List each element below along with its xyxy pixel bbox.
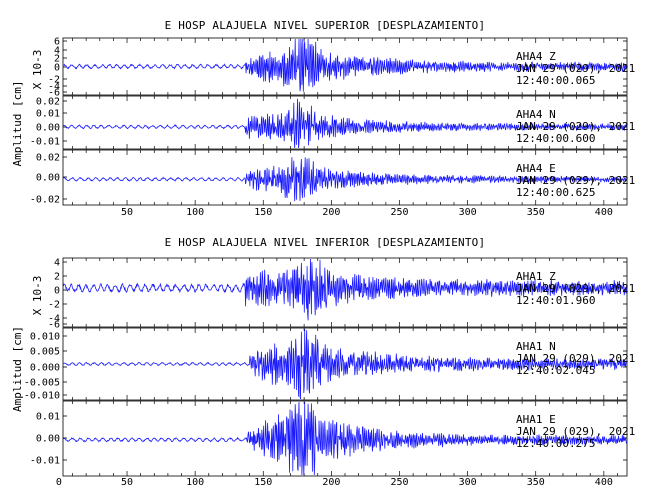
waveform-trace <box>62 157 627 202</box>
y-scale-label: X 10-3 <box>31 276 44 316</box>
y-tick-label: 2 <box>54 272 60 283</box>
y-tick-label: -0.01 <box>30 456 60 467</box>
y-tick-label: 0.000 <box>30 363 60 374</box>
y-tick-label: 0 <box>54 286 60 297</box>
y-tick-label: -2 <box>48 300 60 311</box>
x-tick-label: 50 <box>121 207 133 218</box>
trace-time-label: 12:40:00.275 <box>516 437 595 450</box>
y-tick-label: -4 <box>48 314 60 325</box>
waveform-trace <box>63 258 627 321</box>
y-tick-label: 6 <box>54 37 60 48</box>
y-tick-label: 0.010 <box>30 332 60 343</box>
trace-date-label: JAN 29 (029), 2021 <box>516 62 635 75</box>
trace-station-label: AHA4 Z <box>516 50 556 63</box>
x-tick-label: 100 <box>186 207 204 218</box>
x-tick-label: 150 <box>254 477 272 488</box>
trace-time-label: 12:40:00.600 <box>516 132 595 145</box>
trace-time-label: 12:40:00.625 <box>516 186 595 199</box>
y-tick-label: 2 <box>54 54 60 65</box>
y-tick-label: -0.010 <box>24 391 60 402</box>
trace-time-label: 12:40:02.045 <box>516 364 595 377</box>
trace-station-label: AHA4 E <box>516 162 556 175</box>
y-tick-label: -4 <box>48 82 60 93</box>
x-tick-label: 350 <box>527 207 545 218</box>
trace-station-label: AHA1 Z <box>516 270 556 283</box>
trace-date-label: JAN 29 (029), 2021 <box>516 425 635 438</box>
waveform-trace <box>62 98 627 149</box>
trace-time-label: 12:40:01.960 <box>516 294 595 307</box>
trace-date-label: JAN 29 (029), 2021 <box>516 174 635 187</box>
y-tick-label: -6 <box>48 320 60 331</box>
x-tick-label: 250 <box>390 207 408 218</box>
x-tick-label: 300 <box>459 207 477 218</box>
y-tick-label: -0.005 <box>24 378 60 389</box>
y-tick-label: 0.02 <box>36 97 60 108</box>
x-tick-label: 200 <box>322 477 340 488</box>
x-tick-label: 400 <box>595 207 613 218</box>
waveform-trace <box>62 328 627 400</box>
figure-title: E HOSP ALAJUELA NIVEL SUPERIOR [DESPLAZA… <box>165 19 486 32</box>
x-tick-label: 250 <box>390 477 408 488</box>
y-tick-label: 4 <box>54 258 60 269</box>
y-tick-label: 0.005 <box>30 347 60 358</box>
trace-date-label: JAN 29 (029), 2021 <box>516 282 635 295</box>
trace-station-label: AHA1 E <box>516 413 556 426</box>
figure-title: E HOSP ALAJUELA NIVEL INFERIOR [DESPLAZA… <box>165 236 486 249</box>
y-tick-label: -0.02 <box>30 195 60 206</box>
x-tick-label: 400 <box>595 477 613 488</box>
x-tick-label: 150 <box>254 207 272 218</box>
y-tick-label: 0.00 <box>36 173 60 184</box>
trace-time-label: 12:40:00.065 <box>516 74 595 87</box>
x-tick-label: 50 <box>121 477 133 488</box>
trace-station-label: AHA1 N <box>516 340 556 353</box>
y-tick-label: -2 <box>48 75 60 86</box>
y-tick-label: 0.02 <box>36 153 60 164</box>
trace-station-label: AHA4 N <box>516 108 556 121</box>
waveform-trace <box>62 401 627 476</box>
x-tick-label: 0 <box>56 477 62 488</box>
waveform-trace <box>62 38 627 92</box>
x-tick-label: 100 <box>186 477 204 488</box>
y-tick-label: -6 <box>48 88 60 99</box>
y-tick-label: 4 <box>54 46 60 57</box>
x-tick-label: 200 <box>322 207 340 218</box>
y-tick-label: 0.00 <box>36 123 60 134</box>
y-tick-label: -0.01 <box>30 137 60 148</box>
y-axis-label: Amplitud [cm] <box>11 326 24 412</box>
trace-date-label: JAN 29 (029), 2021 <box>516 352 635 365</box>
y-tick-label: 0.01 <box>36 412 60 423</box>
y-tick-label: 0.01 <box>36 109 60 120</box>
y-scale-label: X 10-3 <box>31 50 44 90</box>
x-tick-label: 300 <box>459 477 477 488</box>
x-tick-label: 350 <box>527 477 545 488</box>
y-tick-label: 0.00 <box>36 434 60 445</box>
y-tick-label: 0 <box>54 63 60 74</box>
y-axis-label: Amplitud [cm] <box>11 80 24 166</box>
trace-date-label: JAN 29 (029), 2021 <box>516 120 635 133</box>
